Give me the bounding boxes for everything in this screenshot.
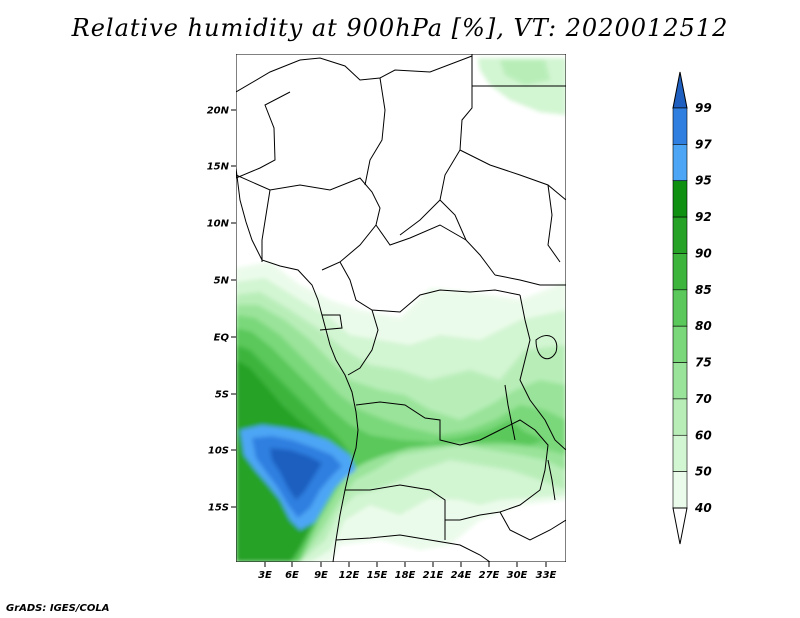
lat-tick-label: 5S [215, 390, 229, 401]
border-mid-1 [236, 174, 381, 271]
border-mid-2 [261, 189, 271, 262]
colorbar-label: 99 [695, 101, 712, 115]
humidity-shading [236, 58, 566, 562]
lon-tick-label: 33E [536, 570, 557, 581]
lon-tick-label: 6E [285, 570, 299, 581]
border-south-3 [335, 534, 491, 562]
colorbar-label: 92 [695, 210, 712, 224]
colorbar-label: 95 [695, 174, 712, 188]
colorbar-segment [672, 398, 688, 436]
rh-patch-north-inner [500, 60, 550, 85]
border-south-4 [499, 511, 566, 541]
colorbar-segment [672, 253, 688, 291]
colorbar-label: 70 [695, 392, 712, 406]
lat-tick-label: 10N [207, 219, 230, 230]
border-central-3 [347, 309, 379, 376]
lat-tick-label: 10S [208, 446, 229, 457]
colorbar-segment [672, 216, 688, 254]
lake-tanganyika [504, 384, 516, 441]
border-south-2 [345, 484, 446, 540]
lon-tick-label: 12E [339, 570, 360, 581]
colorbar-label: 60 [695, 428, 712, 442]
colorbar-label: 80 [695, 319, 712, 333]
border-east-africa [519, 294, 566, 451]
colorbar-segment [672, 362, 688, 400]
lat-tick-label: 20N [207, 106, 230, 117]
colorbar-label: 50 [695, 465, 712, 479]
lon-tick-label: 3E [258, 570, 272, 581]
colorbar-segment [672, 144, 688, 182]
border-north-5 [236, 91, 291, 179]
colorbar-segment [672, 325, 688, 363]
colorbar-segment [672, 180, 688, 218]
coastline-west [236, 167, 359, 562]
lon-tick-label: 21E [423, 570, 444, 581]
lon-tick-label: 27E [479, 570, 500, 581]
lon-tick-label: 15E [367, 570, 388, 581]
lon-tick-label: 24E [451, 570, 472, 581]
lon-tick-label: 18E [395, 570, 416, 581]
colorbar-segment [672, 107, 688, 145]
border-east-1 [459, 149, 566, 201]
border-east-2 [494, 274, 566, 286]
country-borders [236, 54, 566, 562]
border-central-2 [319, 314, 343, 331]
colorbar-label: 85 [695, 283, 712, 297]
latitude-axis: 20N 15N 10N 5N EQ 5S 10S 15S [207, 106, 236, 514]
border-mid-4 [439, 199, 467, 241]
border-north-2 [399, 54, 473, 236]
border-north-3 [364, 77, 386, 186]
border-mid-3 [375, 224, 496, 276]
lake-malawi [547, 459, 556, 501]
map-plot-area [236, 54, 566, 562]
colorbar: 99 97 95 92 90 85 80 75 70 60 50 40 [672, 71, 712, 545]
border-east-3 [547, 184, 561, 263]
colorbar-segment [672, 434, 688, 472]
colorbar-label: 90 [695, 246, 712, 260]
lat-tick-label: 15S [208, 503, 229, 514]
lon-tick-label: 30E [507, 570, 528, 581]
colorbar-label: 75 [695, 356, 712, 370]
colorbar-segment [672, 289, 688, 327]
colorbar-segment [672, 471, 688, 509]
colorbar-top-arrow [672, 71, 688, 109]
longitude-axis: 3E 6E 9E 12E 15E 18E 21E 24E 27E 30E 33E [258, 562, 557, 581]
grads-credit: GrADS: IGES/COLA [6, 603, 110, 614]
lat-tick-label: EQ [214, 333, 230, 344]
colorbar-bottom-arrow [672, 507, 688, 545]
lat-tick-label: 5N [214, 276, 230, 287]
border-central-1 [339, 261, 521, 313]
colorbar-label: 40 [694, 501, 712, 515]
rh-band-99 [270, 448, 322, 500]
lat-tick-label: 15N [207, 162, 230, 173]
lake-victoria [535, 335, 558, 360]
colorbar-label: 97 [695, 137, 712, 151]
map-title: Relative humidity at 900hPa [%], VT: 202… [71, 14, 729, 42]
lon-tick-label: 9E [314, 570, 328, 581]
border-north-1 [236, 55, 473, 93]
